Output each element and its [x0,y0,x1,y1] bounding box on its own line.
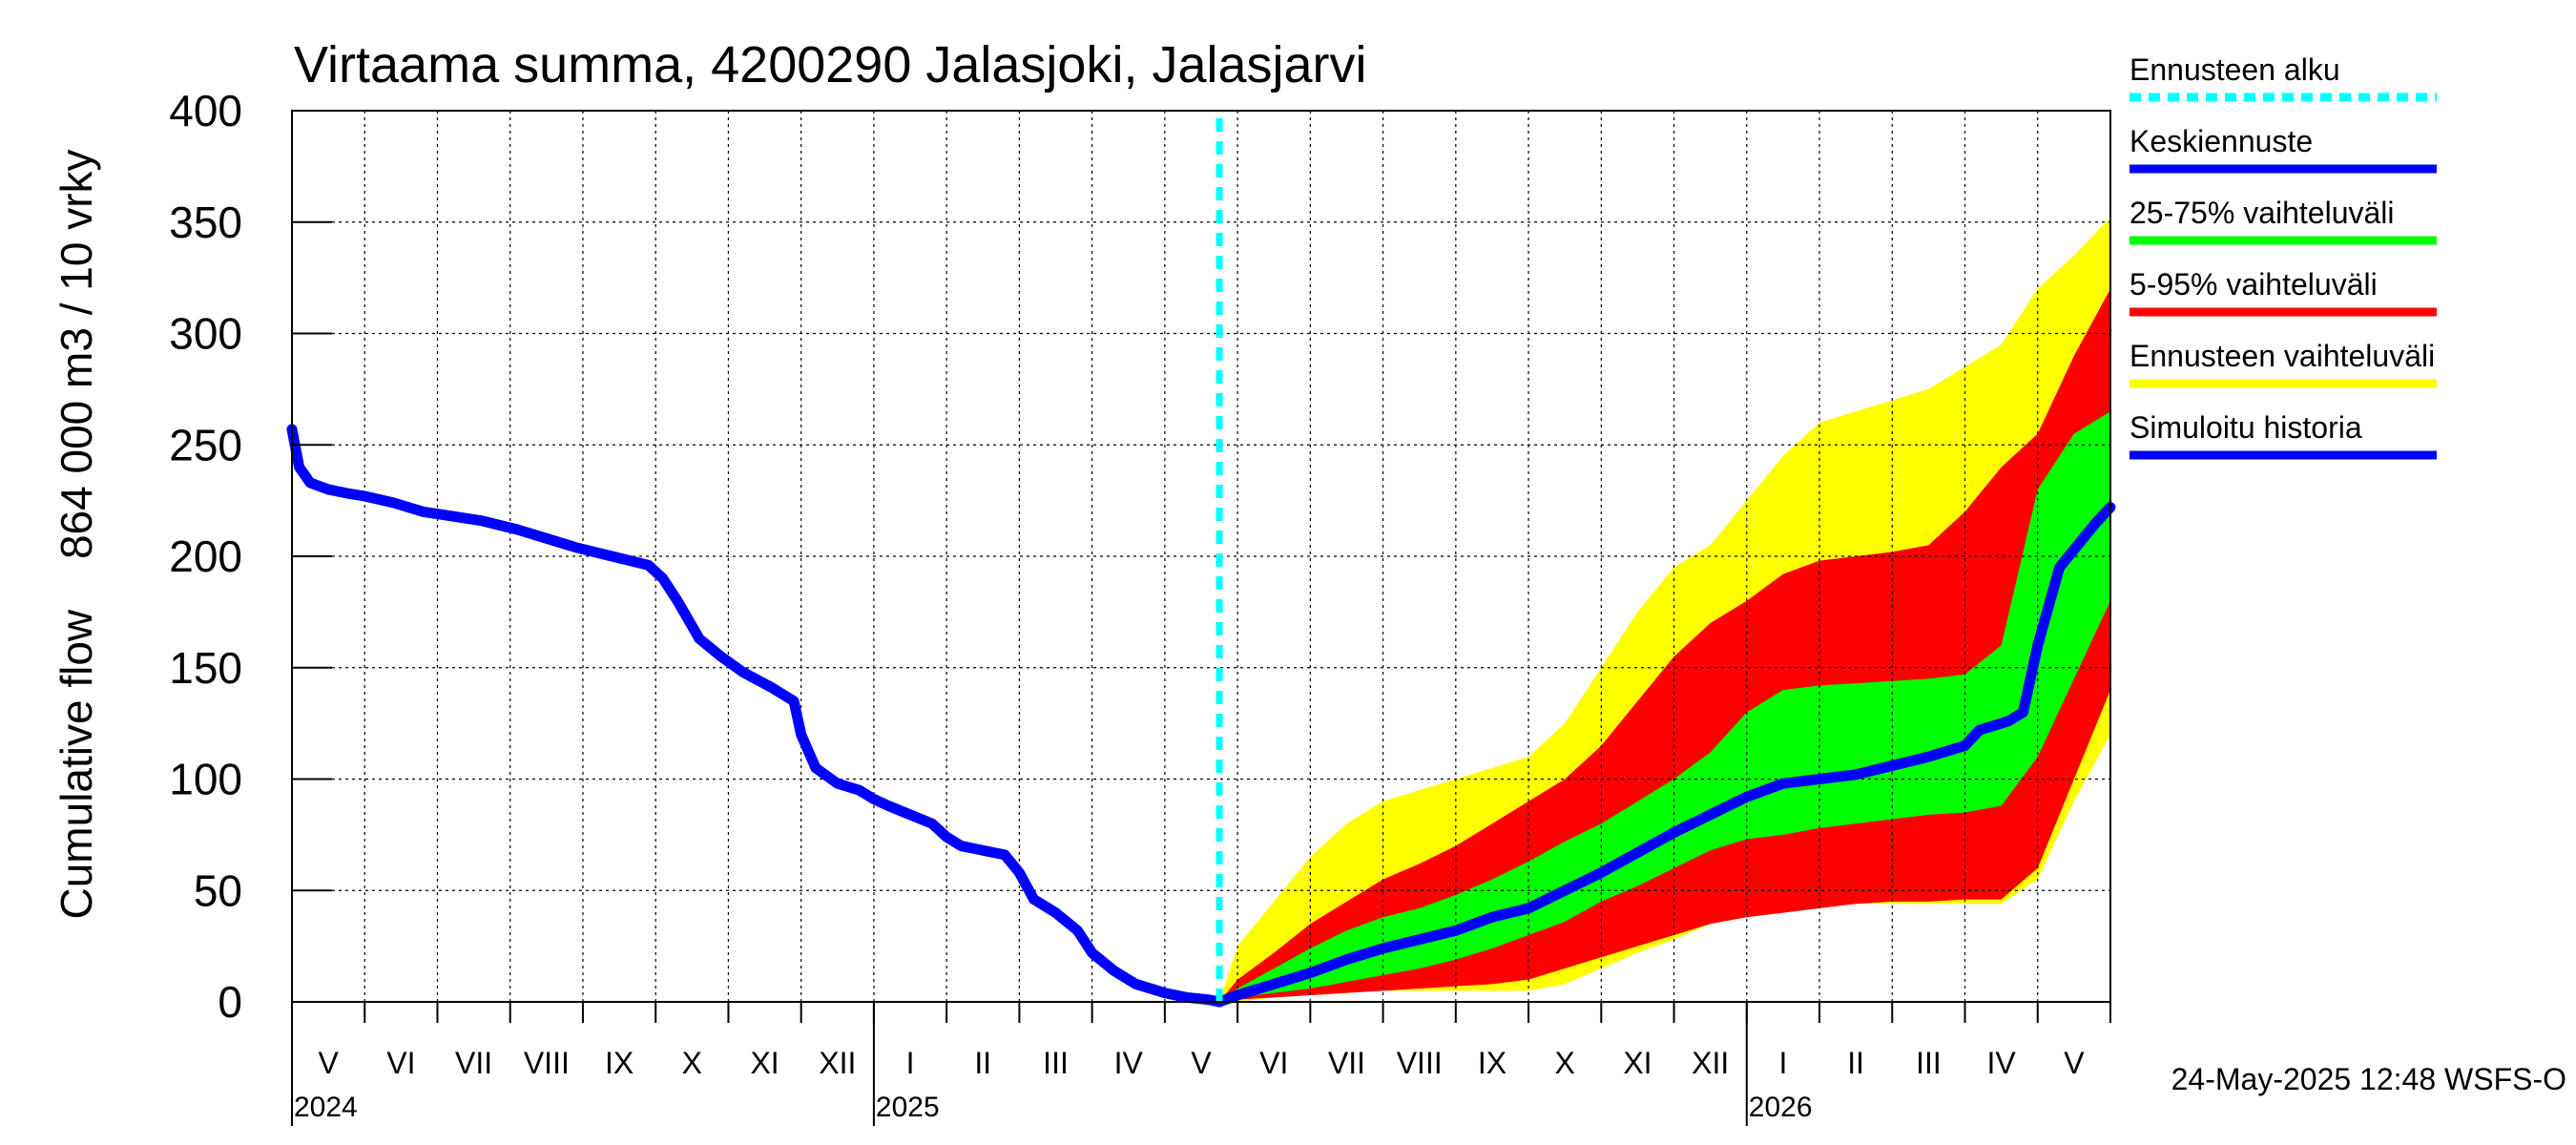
year-label-0: 2024 [294,1092,358,1123]
month-label-6: XI [750,1046,779,1080]
band-2 [1219,411,2110,1003]
month-label-13: VI [1259,1046,1288,1080]
month-label-1: VI [386,1046,415,1080]
legend-label-0: Ennusteen alku [2129,52,2340,87]
month-label-3: VIII [524,1046,570,1080]
month-label-14: VII [1328,1046,1365,1080]
y-tick-label-1: 50 [194,865,242,915]
y-tick-label-3: 150 [169,643,242,693]
legend: Ennusteen alku Keskiennuste 25-75% vaihtel… [2129,52,2437,460]
y-tick-label-2: 100 [169,755,242,804]
month-label-17: X [1555,1046,1575,1080]
legend-label-4: Ennusteen vaihteluväli [2129,339,2435,373]
month-label-23: IV [1987,1046,2017,1080]
month-label-18: XI [1623,1046,1652,1080]
month-label-20: I [1778,1046,1787,1080]
legend-label-1: Keskiennuste [2129,124,2313,158]
y-tick-label-8: 400 [169,86,242,135]
month-label-15: VIII [1397,1046,1443,1080]
month-label-11: IV [1114,1046,1144,1080]
band-1 [1219,288,2110,1002]
y-axis-label-top: 864 000 m3 / 10 vrky [52,149,101,559]
month-label-2: VII [455,1046,492,1080]
month-label-16: IX [1478,1046,1506,1080]
y-tick-label-0: 0 [218,977,242,1027]
month-label-24: V [2064,1046,2085,1080]
svg-text:Cumulative flow 864 000 m3 / 1: Cumulative flow 864 000 m3 / 10 vrky [52,149,101,919]
series-line-1 [1214,502,2116,1008]
y-tick-label-7: 350 [169,198,242,247]
month-label-9: II [974,1046,991,1080]
month-label-5: X [682,1046,702,1080]
chart-title: Virtaama summa, 4200290 Jalasjoki, Jalas… [294,36,1367,94]
grid-layer [292,111,2110,1002]
bands-layer [1219,218,2110,1003]
month-label-7: XII [819,1046,856,1080]
legend-label-5: Simuloitu historia [2129,410,2362,445]
legend-label-3: 5-95% vaihteluväli [2129,267,2378,302]
month-label-21: II [1847,1046,1864,1080]
y-tick-label-6: 300 [169,309,242,359]
y-tick-label-5: 250 [169,420,242,469]
month-label-12: V [1191,1046,1212,1080]
x-axis: V VI VII VIII IX X XI XII I II III IV V VI VII VIII IX X X… [291,1002,2111,1126]
y-ticks: 0 50 100 150 200 250 300 350 400 [169,86,332,1027]
series-line-0 [286,424,1225,1008]
y-axis-label-bottom: Cumulative flow [52,609,101,919]
month-label-19: XII [1692,1046,1729,1080]
footer-timestamp: 24-May-2025 12:48 WSFS-O [2171,1062,2566,1096]
month-label-8: I [906,1046,915,1080]
series-layer [286,118,2116,1008]
year-label-1: 2025 [876,1092,940,1123]
month-label-4: IX [605,1046,634,1080]
month-label-10: III [1043,1046,1069,1080]
y-tick-label-4: 200 [169,531,242,581]
legend-label-2: 25-75% vaihteluväli [2129,196,2395,230]
month-label-22: III [1916,1046,1942,1080]
month-label-0: V [318,1046,339,1080]
year-label-2: 2026 [1749,1092,1813,1123]
y-axis-label: Cumulative flow 864 000 m3 / 10 vrky [52,149,101,919]
